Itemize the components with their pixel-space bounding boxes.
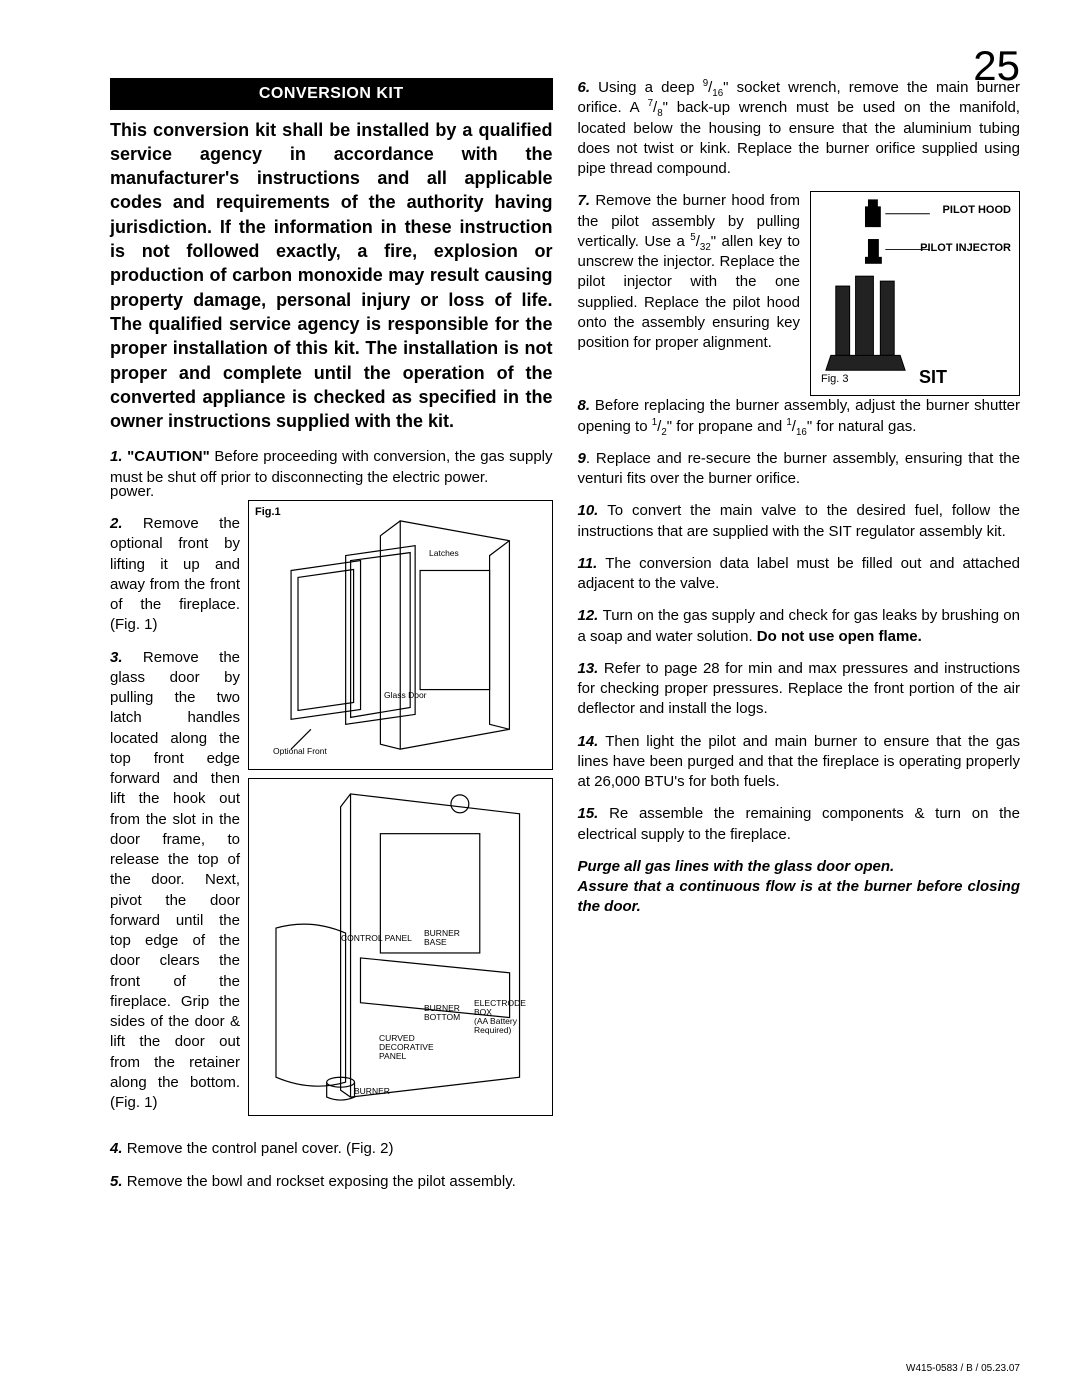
caution-word: "CAUTION": [127, 448, 210, 465]
fig1-anno-front: Optional Front: [273, 747, 327, 756]
figure-1: Fig.1: [248, 500, 553, 770]
fig2-anno-burner: BURNER: [354, 1087, 390, 1096]
fraction: 9/16: [703, 79, 723, 96]
step-12: 12. Turn on the gas supply and check for…: [578, 606, 1021, 647]
step-text: Refer to page 28 for min and max pressur…: [578, 660, 1021, 718]
step-text: " allen key to unscrew the injector. Rep…: [578, 233, 801, 351]
step-number: 1.: [110, 448, 127, 465]
step-text: Replace and re-secure the burner assembl…: [578, 450, 1021, 487]
step-13: 13. Refer to page 28 for min and max pre…: [578, 659, 1021, 720]
step-text: Then light the pilot and main burner to …: [578, 733, 1021, 791]
fig2-anno-burner-bottom: BURNER BOTTOM: [424, 1004, 460, 1022]
step-number: 4.: [110, 1140, 127, 1157]
step-6: 6. Using a deep 9/16" socket wrench, rem…: [578, 78, 1021, 179]
fig1-label: Fig.1: [255, 505, 281, 520]
fig1-anno-glass: Glass Door: [384, 691, 427, 700]
step-11: 11. The conversion data label must be fi…: [578, 554, 1021, 595]
step-number: 5.: [110, 1173, 127, 1190]
step-number: 3.: [110, 649, 143, 666]
step-text: Remove the bowl and rockset exposing the…: [127, 1173, 516, 1190]
step-15: 15. Re assemble the remaining components…: [578, 804, 1021, 845]
left-column: CONVERSION KIT This conversion kit shall…: [110, 78, 553, 1204]
warning-paragraph: This conversion kit shall be installed b…: [110, 118, 553, 434]
step-number: 14.: [578, 733, 606, 750]
step-text: Remove the optional front by lifting it …: [110, 515, 240, 633]
fig3-anno-hood: PILOT HOOD: [943, 204, 1011, 216]
step-8: 8. Before replacing the burner assembly,…: [578, 396, 1021, 437]
fig1-anno-latches: Latches: [429, 549, 459, 558]
step-number: 13.: [578, 660, 604, 677]
flow-figures-col: Fig.1: [248, 500, 553, 1126]
page-number: 25: [973, 38, 1020, 95]
fig2-drawing: [249, 779, 552, 1115]
no-flame-warning: Do not use open flame.: [757, 628, 922, 645]
fig2-anno-curved: CURVED DECORATIVE PANEL: [379, 1034, 434, 1061]
step-text: Re assemble the remaining components & t…: [578, 805, 1021, 842]
fraction: 1/16: [786, 418, 806, 435]
step-number: 11.: [578, 555, 606, 572]
step-4: 4. Remove the control panel cover. (Fig.…: [110, 1139, 553, 1159]
step-text: The conversion data label must be filled…: [578, 555, 1021, 592]
purge-line-2: Assure that a continuous flow is at the …: [578, 877, 1021, 918]
purge-line-1: Purge all gas lines with the glass door …: [578, 857, 1021, 877]
step-text: Remove the glass door by pulling the two…: [110, 649, 240, 1112]
section-header: CONVERSION KIT: [110, 78, 553, 110]
step-text: Using a deep: [598, 79, 703, 96]
step-number: 2.: [110, 515, 143, 532]
step-text: To convert the main valve to the desired…: [578, 502, 1021, 539]
step-number: 12.: [578, 607, 603, 624]
purge-note: Purge all gas lines with the glass door …: [578, 857, 1021, 918]
step-3: 3. Remove the glass door by pulling the …: [110, 648, 240, 1114]
step-5: 5. Remove the bowl and rockset exposing …: [110, 1172, 553, 1192]
step-1-tail: power.: [110, 482, 240, 502]
step-number: 6.: [578, 79, 599, 96]
content-columns: CONVERSION KIT This conversion kit shall…: [110, 78, 1020, 1204]
fig3-sit-label: SIT: [919, 365, 947, 389]
step-14: 14. Then light the pilot and main burner…: [578, 732, 1021, 793]
step-2: 2. Remove the optional front by lifting …: [110, 514, 240, 636]
step-10: 10. To convert the main valve to the des…: [578, 501, 1021, 542]
fraction: 1/2: [652, 418, 667, 435]
figure-2: CONTROL PANEL BURNER BASE BURNER BOTTOM …: [248, 778, 553, 1116]
step-number: 8.: [578, 397, 595, 414]
footer-docref: W415-0583 / B / 05.23.07: [906, 1362, 1020, 1376]
fig2-anno-electrode: ELECTRODE BOX (AA Battery Required): [474, 999, 526, 1035]
fraction: 7/8: [648, 99, 663, 116]
step-text: " for natural gas.: [807, 418, 917, 435]
step-text: Remove the control panel cover. (Fig. 2): [127, 1140, 394, 1157]
step-number: 9: [578, 450, 586, 467]
fig2-anno-control: CONTROL PANEL: [341, 934, 412, 943]
figure-3: PILOT HOOD PILOT INJECTOR SIT Fig. 3: [810, 191, 1020, 396]
step-number: 10.: [578, 502, 608, 519]
fig3-label: Fig. 3: [821, 372, 849, 387]
fig1-drawing: [249, 501, 552, 769]
step-number: 15.: [578, 805, 610, 822]
step-number: 7.: [578, 192, 596, 209]
fig3-drawing: [811, 192, 1019, 395]
flow-text-col: power. 2. Remove the optional front by l…: [110, 500, 240, 1126]
fraction: 5/32: [690, 233, 710, 250]
right-column: 6. Using a deep 9/16" socket wrench, rem…: [578, 78, 1021, 1204]
fig3-anno-injector: PILOT INJECTOR: [920, 242, 1011, 254]
fig2-anno-burner-base: BURNER BASE: [424, 929, 460, 947]
left-flow-block: power. 2. Remove the optional front by l…: [110, 500, 553, 1126]
step-text: " for propane and: [667, 418, 787, 435]
step-9: 9. Replace and re-secure the burner asse…: [578, 449, 1021, 490]
